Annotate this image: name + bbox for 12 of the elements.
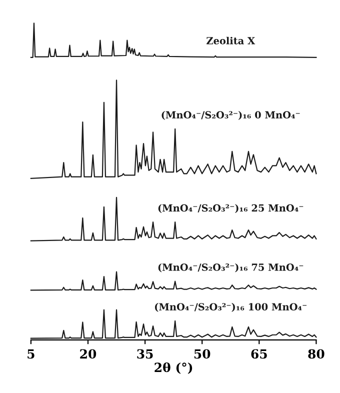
- x-tick-label: 20: [80, 349, 96, 359]
- x-tick-label: 50: [194, 349, 210, 359]
- x-tick-label: 5: [28, 349, 34, 359]
- x-tick-label: 80: [308, 349, 324, 359]
- series-label: (MnO₄⁻/S₂O₃²⁻)₁₆ 25 MnO₄⁻: [158, 204, 304, 214]
- x-tick-label: 65: [251, 349, 267, 359]
- series-label: (MnO₄⁻/S₂O₃²⁻)₁₆ 100 MnO₄⁻: [154, 302, 307, 312]
- series-label: (MnO₄⁻/S₂O₃²⁻)₁₆ 75 MnO₄⁻: [158, 263, 304, 272]
- series-label: Zeolita X: [206, 36, 256, 44]
- x-tick-label: 35: [137, 349, 153, 359]
- series-label: (MnO₄⁻/S₂O₃²⁻)₁₆ 0 MnO₄⁻: [162, 110, 300, 120]
- x-axis-title: 2θ (°): [154, 362, 192, 374]
